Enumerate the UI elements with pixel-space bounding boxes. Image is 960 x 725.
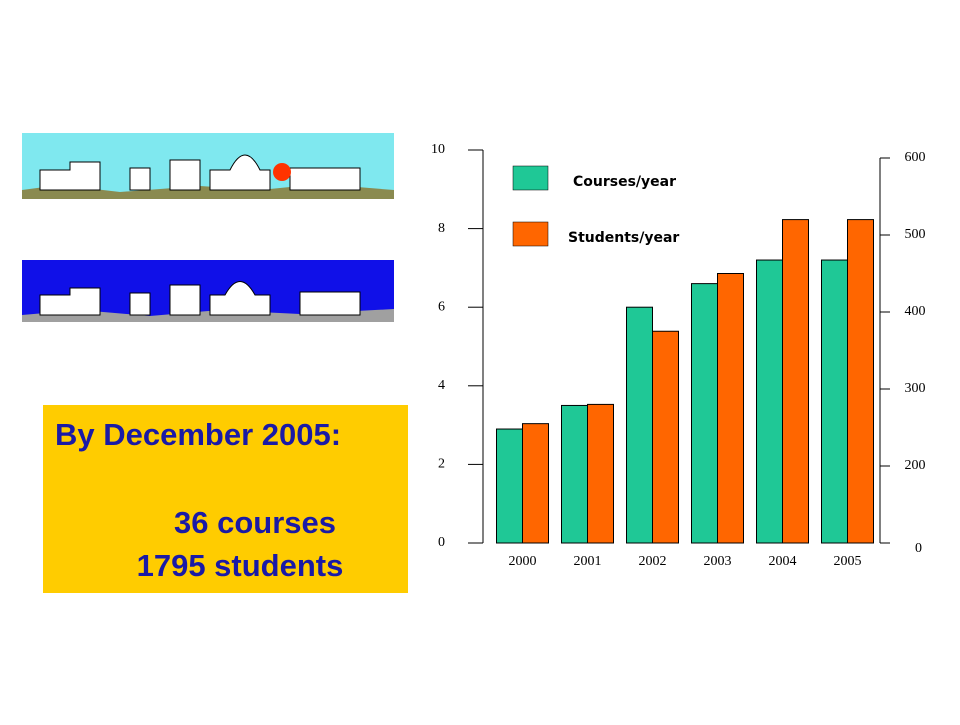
y2-tick-label: 200: [905, 458, 926, 473]
y2-tick-label: 600: [905, 150, 926, 165]
x-tick-label: 2003: [704, 554, 732, 569]
bar: [561, 404, 588, 544]
legend-swatch: [512, 221, 549, 247]
y-tick-label: 2: [438, 457, 445, 472]
legend-swatch: [512, 165, 549, 191]
day-skyline-image: [22, 133, 394, 199]
y-tick-label: 8: [438, 221, 445, 236]
night-skyline-image: [22, 260, 394, 322]
x-tick-label: 2004: [769, 554, 797, 569]
bar: [847, 219, 874, 544]
x-tick-label: 2000: [509, 554, 537, 569]
bar: [587, 403, 614, 544]
bar: [691, 283, 718, 544]
y2-tick-label: 400: [905, 304, 926, 319]
bar: [522, 423, 549, 544]
note-line: 1795 students: [137, 548, 344, 583]
bar: [756, 259, 783, 544]
y2-tick-label: 0: [915, 541, 922, 556]
bar: [717, 273, 744, 544]
y2-tick-label: 300: [905, 381, 926, 396]
note-line: By December 2005:: [55, 417, 341, 452]
y2-tick-label: 500: [905, 227, 926, 242]
bar: [496, 428, 523, 544]
note-line: 36 courses: [174, 505, 336, 540]
note-box: [43, 405, 408, 593]
bar: [821, 259, 848, 544]
bar: [782, 219, 809, 544]
legend-label: Courses/year: [573, 174, 676, 190]
y-tick-label: 4: [438, 378, 445, 393]
bar: [652, 330, 679, 544]
y-tick-label: 0: [438, 535, 445, 550]
x-tick-label: 2001: [574, 554, 602, 569]
y-tick-label: 10: [431, 142, 445, 157]
x-tick-label: 2002: [639, 554, 667, 569]
bar: [626, 306, 653, 544]
y-tick-label: 6: [438, 299, 445, 314]
legend-label: Students/year: [568, 230, 679, 246]
x-tick-label: 2005: [834, 554, 862, 569]
